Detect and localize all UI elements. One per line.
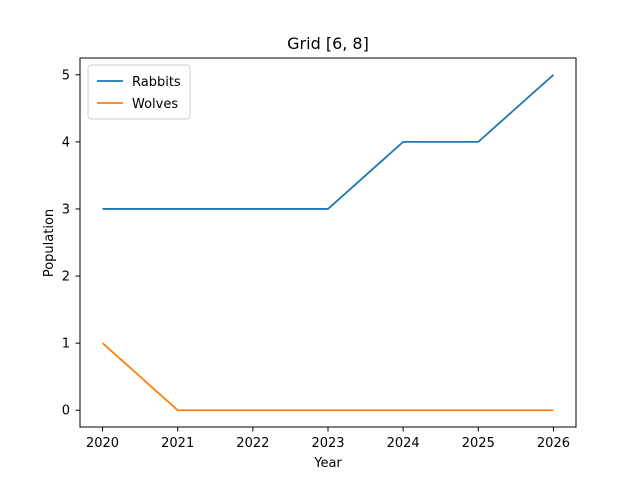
x-tick-label: 2020 xyxy=(86,436,119,451)
x-tick-label: 2025 xyxy=(462,436,495,451)
y-tick-label: 3 xyxy=(62,202,70,217)
plot-area xyxy=(101,74,555,412)
x-tick-label: 2022 xyxy=(236,436,269,451)
series-line-wolves xyxy=(101,342,554,412)
legend-box xyxy=(87,64,191,120)
legend: Rabbits Wolves xyxy=(87,64,191,120)
chart-title: Grid [6, 8] xyxy=(287,34,369,53)
y-tick-label: 2 xyxy=(62,270,70,285)
legend-label-wolves: Wolves xyxy=(132,97,178,112)
x-axis-label: Year xyxy=(313,456,342,471)
y-axis-label: Population xyxy=(42,209,57,277)
y-tick-label: 0 xyxy=(62,404,70,419)
x-tick-label: 2021 xyxy=(161,436,194,451)
y-tick-label: 4 xyxy=(62,135,70,150)
y-tick-label: 5 xyxy=(62,68,70,83)
axis-ticks: 2020 2021 2022 2023 2024 2025 2026 0 1 2 3 4 5 xyxy=(62,68,570,451)
x-tick-label: 2024 xyxy=(387,436,420,451)
x-tick-label: 2026 xyxy=(537,436,570,451)
legend-label-rabbits: Rabbits xyxy=(132,75,181,90)
series-line-rabbits xyxy=(102,74,555,210)
x-tick-label: 2023 xyxy=(311,436,344,451)
y-tick-label: 1 xyxy=(62,337,70,352)
